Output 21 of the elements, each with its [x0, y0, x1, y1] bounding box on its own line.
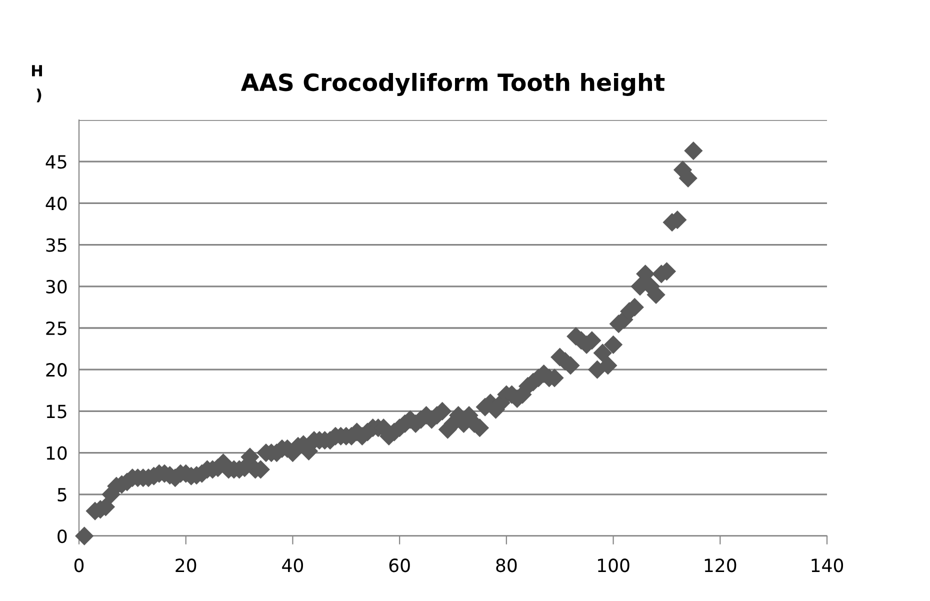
y-tick-label: 35: [46, 238, 66, 252]
x-tick-label: 40: [282, 558, 304, 572]
x-tick-label: 80: [496, 558, 517, 572]
y-tick-label: 5: [58, 488, 66, 502]
y-tick-label: 40: [46, 196, 67, 210]
x-tick-label: 140: [812, 558, 844, 572]
x-tick-label: 0: [74, 558, 84, 572]
y-tick-label: 45: [46, 155, 66, 169]
y-tick-label: 30: [46, 280, 67, 294]
chart-title: AAS Crocodyliform Tooth height: [240, 72, 665, 96]
text: H: [32, 65, 42, 76]
text: ): [36, 88, 42, 102]
x-tick-label: 20: [176, 558, 196, 572]
y-tick-label: 25: [46, 321, 66, 336]
x-tick-label: 120: [704, 558, 736, 572]
y-tick-label: 10: [46, 446, 67, 460]
y-tick-label: 20: [46, 363, 67, 377]
y-tick-label: 15: [46, 404, 66, 418]
x-tick-label: 100: [598, 558, 630, 572]
x-tick-label: 60: [389, 558, 410, 572]
y-tick-label: 0: [58, 529, 67, 544]
